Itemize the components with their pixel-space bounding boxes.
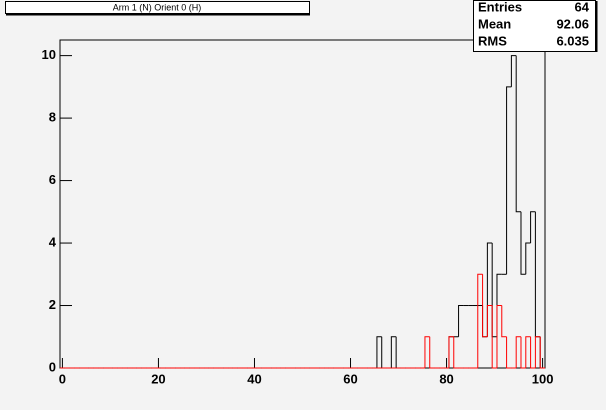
- histogram-bin: [530, 336, 536, 369]
- x-tick-label: 80: [439, 371, 453, 386]
- histogram-bin: [515, 336, 521, 368]
- histogram-bin: [506, 336, 512, 369]
- histogram-bin: [534, 336, 541, 368]
- y-tick-label: 0: [49, 359, 56, 374]
- frame: [59, 39, 546, 369]
- histogram-bin: [424, 336, 430, 368]
- histogram-bin: [525, 336, 531, 368]
- histogram-bin: [496, 305, 502, 368]
- stats-label: RMS: [478, 33, 507, 48]
- x-tick-label: 100: [532, 371, 554, 386]
- histogram-bin: [525, 242, 531, 275]
- histogram-bin: [390, 336, 397, 368]
- histogram-bin: [510, 55, 517, 87]
- histogram-bin: [491, 305, 497, 369]
- stats-value: 6.035: [556, 33, 589, 48]
- x-tick-label: 40: [247, 371, 261, 386]
- histogram-bin: [520, 336, 526, 369]
- y-tick-label: 6: [49, 172, 56, 187]
- histogram-bin: [448, 336, 454, 368]
- histogram-bin: [458, 305, 464, 337]
- histogram-bin: [376, 336, 382, 368]
- histogram-bin: [501, 305, 507, 338]
- x-tick-label: 0: [59, 371, 66, 386]
- histogram-bin: [530, 211, 536, 244]
- histogram-bin: [482, 274, 488, 338]
- y-tick-label: 8: [49, 110, 56, 125]
- x-tick-label: 20: [151, 371, 165, 386]
- y-tick-label: 10: [42, 47, 56, 62]
- y-tick-label: 4: [49, 234, 57, 249]
- y-tick-label: 2: [49, 297, 56, 312]
- histogram-bin: [520, 211, 526, 275]
- x-tick-label: 60: [343, 371, 357, 386]
- stats-value: 92.06: [556, 16, 589, 31]
- histogram-bin: [515, 55, 521, 213]
- stats-label: Mean: [478, 16, 511, 31]
- histogram-bin: [477, 273, 483, 368]
- histogram-bin: [429, 336, 435, 369]
- histogram-bin: [506, 86, 512, 275]
- histogram-bin: [539, 336, 545, 369]
- histogram-bin: [486, 305, 493, 337]
- stats-value: 64: [575, 0, 590, 14]
- stats-label: Entries: [478, 0, 522, 14]
- histogram-bin: [453, 336, 459, 369]
- chart-title: Arm 1 (N) Orient 0 (H): [113, 2, 202, 12]
